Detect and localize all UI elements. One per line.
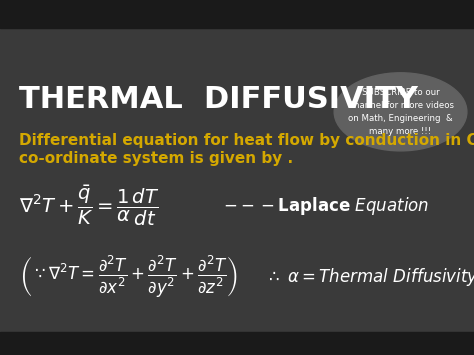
Text: THERMAL  DIFFUSIVITY: THERMAL DIFFUSIVITY: [19, 85, 418, 114]
Ellipse shape: [334, 73, 467, 151]
Text: Differential equation for heat flow by conduction in Cartesian: Differential equation for heat flow by c…: [19, 133, 474, 148]
Text: $\nabla^2 T + \dfrac{\bar{q}}{K} = \dfrac{1}{\alpha}\dfrac{dT}{dt}$: $\nabla^2 T + \dfrac{\bar{q}}{K} = \dfra…: [19, 184, 159, 228]
Bar: [0, 332, 474, 355]
Text: $\therefore\ \alpha = \mathit{Thermal\ Diffusivity}$: $\therefore\ \alpha = \mathit{Thermal\ D…: [265, 266, 474, 288]
Text: $---\mathbf{Laplace}\ \mathit{Equation}$: $---\mathbf{Laplace}\ \mathit{Equation}$: [223, 195, 429, 217]
Text: $\left(\because \nabla^2 T = \dfrac{\partial^2 T}{\partial x^2} + \dfrac{\partia: $\left(\because \nabla^2 T = \dfrac{\par…: [19, 254, 237, 300]
Bar: [0, 0, 474, 28]
Text: co-ordinate system is given by .: co-ordinate system is given by .: [19, 151, 293, 166]
Text: SUBSCRIBE to our
Channel for more videos
on Math, Engineering  &
many more !!!: SUBSCRIBE to our Channel for more videos…: [347, 88, 454, 136]
